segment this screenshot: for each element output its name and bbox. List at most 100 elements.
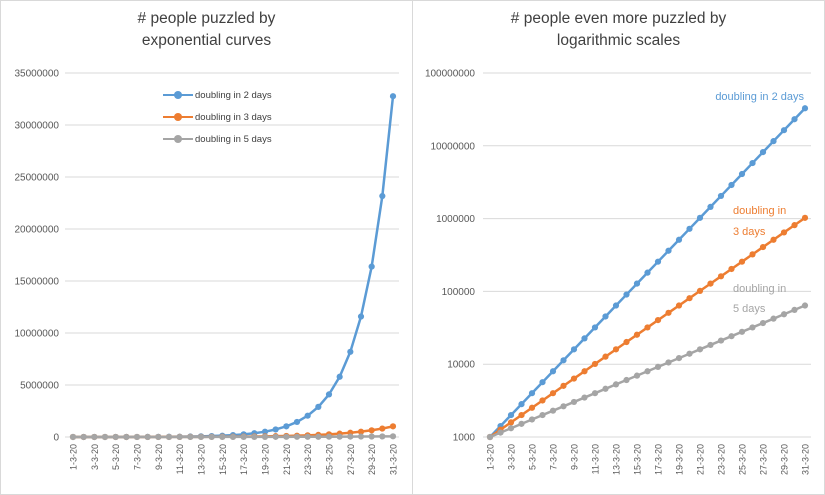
series-point <box>675 236 683 243</box>
x-axis-tick-label: 31-3-20 <box>801 444 811 475</box>
series-point <box>633 372 641 379</box>
series-point <box>633 280 641 287</box>
series-point <box>240 433 247 441</box>
y-axis-tick-label: 0 <box>53 433 59 444</box>
series-point <box>675 302 683 309</box>
series-point <box>112 433 119 441</box>
series-point <box>707 203 714 210</box>
legend-item-label: doubling in 5 days <box>195 133 272 145</box>
series-point <box>560 382 567 389</box>
series-point <box>325 391 333 398</box>
series-point <box>315 403 322 410</box>
series-point <box>717 337 725 344</box>
series-point <box>518 401 525 408</box>
x-axis-tick-label: 19-3-20 <box>675 444 685 475</box>
series-point <box>539 397 546 404</box>
series-point <box>272 426 279 433</box>
series-point <box>486 433 494 441</box>
series-point <box>379 192 386 200</box>
series-point <box>283 423 290 430</box>
series-point <box>728 181 735 189</box>
y-axis-tick-label: 1000000 <box>436 214 475 225</box>
series-point <box>738 170 746 178</box>
series-point <box>325 433 333 440</box>
series-point <box>759 243 767 251</box>
series-point <box>528 404 536 411</box>
series-point <box>272 433 279 440</box>
y-axis-tick-label: 10000 <box>447 360 475 371</box>
x-axis-tick-label: 19-3-20 <box>261 444 271 475</box>
x-axis-tick-label: 29-3-20 <box>367 444 377 475</box>
series-point <box>770 236 777 243</box>
series-point <box>570 375 578 382</box>
y-axis-tick-label: 100000000 <box>425 69 475 80</box>
series-point <box>507 411 515 419</box>
x-axis-tick-label: 7-3-20 <box>549 444 559 470</box>
series-point <box>780 311 788 318</box>
series-point <box>336 433 343 440</box>
chart-title-linear: # people puzzled by exponential curves <box>1 8 412 52</box>
x-axis-tick-label: 23-3-20 <box>717 444 727 475</box>
series-point <box>229 433 237 441</box>
series-point <box>780 127 788 134</box>
panel-log-chart: # people even more puzzled by logarithmi… <box>412 0 825 495</box>
series-point <box>379 433 386 440</box>
legend-marker-line <box>163 91 193 99</box>
series-point <box>69 433 77 441</box>
series-point <box>80 433 87 441</box>
y-axis-tick-label: 20000000 <box>15 225 60 236</box>
y-axis-tick-label: 5000000 <box>20 381 59 392</box>
x-axis-tick-label: 31-3-20 <box>389 444 399 475</box>
series-point <box>591 324 599 331</box>
series-point <box>379 425 386 432</box>
series-point <box>368 427 375 434</box>
series-point <box>644 368 651 375</box>
series-point <box>357 313 365 320</box>
legend-marker-line <box>163 113 193 121</box>
series-point <box>251 433 258 440</box>
series-point <box>368 433 375 440</box>
series-point <box>389 423 397 430</box>
x-axis-tick-label: 9-3-20 <box>570 444 580 470</box>
legend-marker-line <box>163 135 193 143</box>
series-point <box>155 433 162 441</box>
series-point <box>801 105 809 112</box>
series-point <box>770 138 777 145</box>
series-point <box>570 398 578 406</box>
series-point <box>602 313 609 320</box>
panel-linear-chart: # people puzzled by exponential curves 0… <box>0 0 413 495</box>
title-line-1: # people puzzled by <box>137 10 276 27</box>
series-point <box>791 306 798 313</box>
series-point <box>623 291 630 298</box>
series-point <box>749 251 756 258</box>
legend-item-label: doubling in 2 days <box>195 89 272 101</box>
y-axis-tick-label: 100000 <box>442 287 476 298</box>
series-point <box>717 192 725 200</box>
series-point <box>707 341 714 349</box>
series-point <box>570 346 578 353</box>
series-point <box>560 403 567 410</box>
chart-title-log: # people even more puzzled by logarithmi… <box>413 8 824 52</box>
log-chart-plot-area: 1000 10000 100000 1000000 10000000 100000000 1… <box>425 69 811 475</box>
y-axis-tick-label: 35000000 <box>15 69 60 80</box>
series-point <box>759 149 767 156</box>
series-point <box>696 346 704 353</box>
series-point <box>208 433 215 441</box>
series-point <box>315 433 322 440</box>
series-point <box>801 302 809 309</box>
series-point <box>780 229 788 236</box>
series-point <box>696 214 704 221</box>
legend-marker-dot <box>174 91 182 99</box>
x-axis-tick-label: 9-3-20 <box>154 444 164 470</box>
series-point <box>304 433 311 440</box>
series-point <box>347 433 354 440</box>
series-point <box>644 269 651 276</box>
series-point <box>144 433 151 441</box>
linear-chart-plot-area: 0 5000000 10000000 15000000 20000000 25000000… <box>15 69 399 475</box>
y-axis-tick-label: 15000000 <box>15 277 60 288</box>
x-axis-tick-label: 23-3-20 <box>303 444 313 475</box>
series-point <box>591 360 599 368</box>
series-point <box>654 317 662 324</box>
series-point <box>560 357 567 364</box>
legend-item: doubling in 2 days <box>163 84 272 106</box>
